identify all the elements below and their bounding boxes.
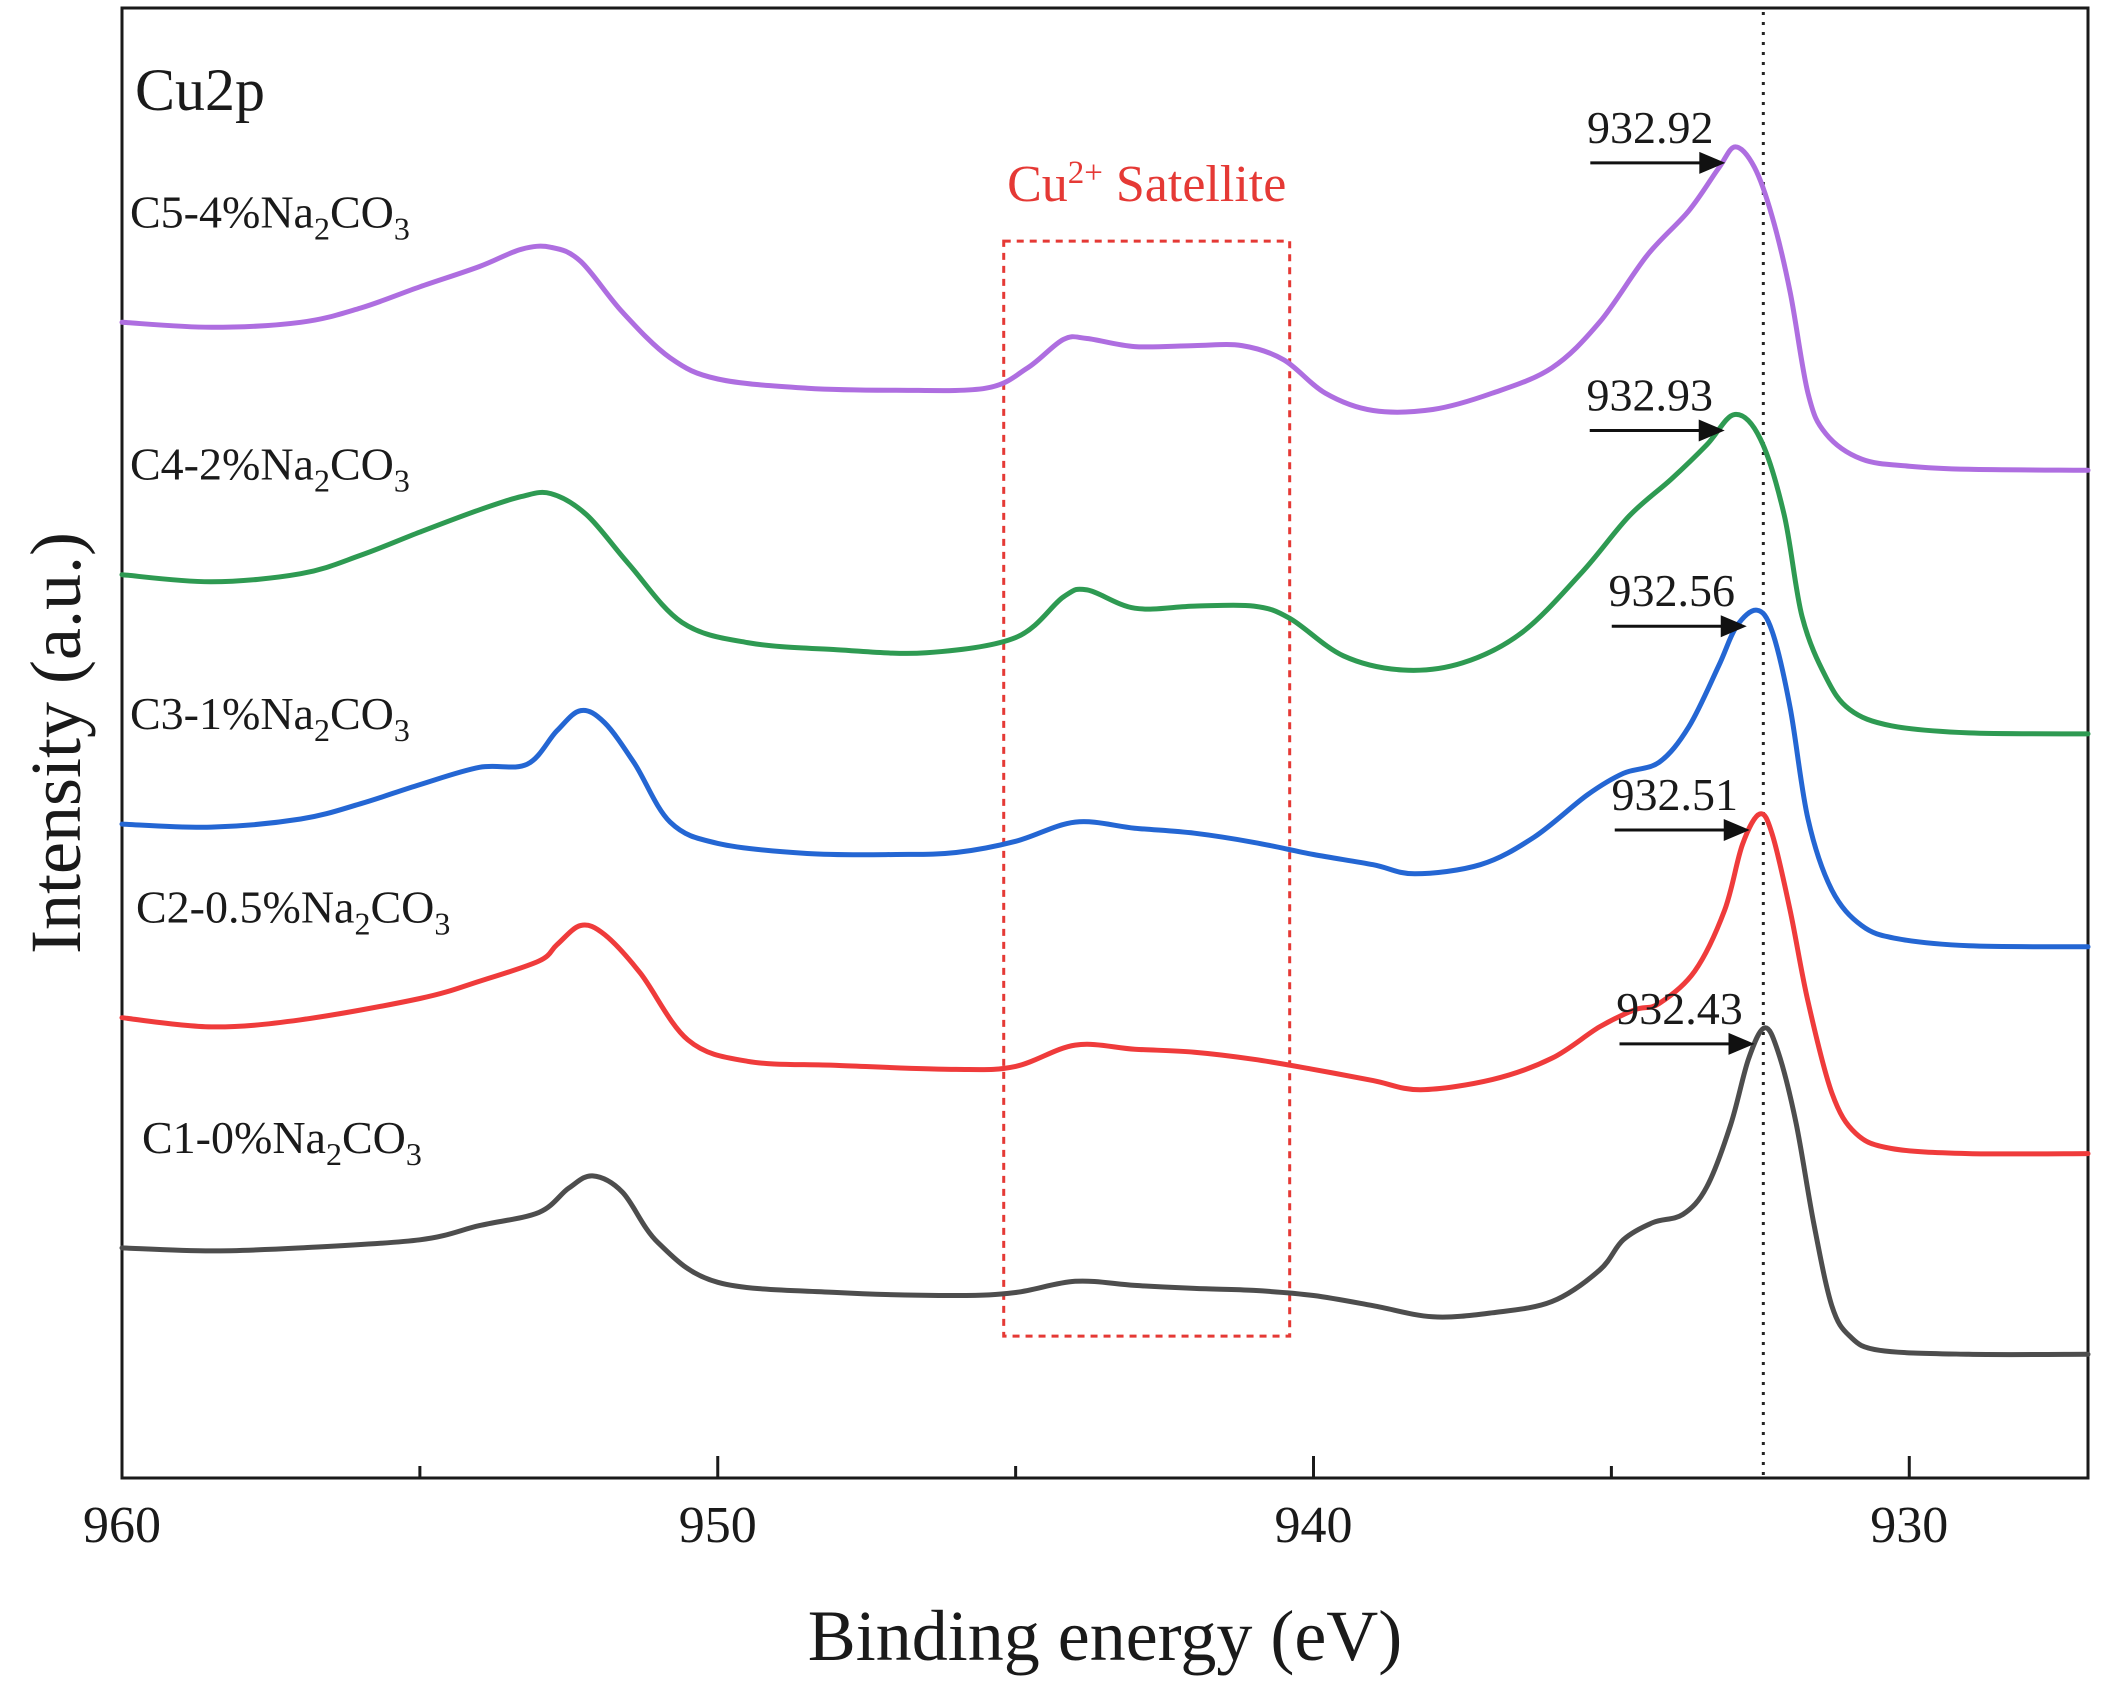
series-label-sub2: 3 bbox=[394, 463, 410, 499]
series-label-base: C5-4%Na bbox=[130, 186, 314, 237]
series-labels-layer: C1-0%Na2CO3C2-0.5%Na2CO3C3-1%Na2CO3C4-2%… bbox=[130, 186, 450, 1172]
peak-value-label-c5: 932.92 bbox=[1587, 102, 1714, 153]
series-line-c4 bbox=[119, 411, 2091, 737]
series-label-mid: CO bbox=[330, 688, 394, 739]
peak-value-label-c1: 932.43 bbox=[1616, 983, 1743, 1034]
x-tick-label: 960 bbox=[83, 1497, 161, 1554]
satellite-label: Cu2+ Satellite bbox=[1007, 155, 1286, 213]
series-label-mid: CO bbox=[342, 1112, 406, 1163]
chart-title: Cu2p bbox=[135, 57, 265, 123]
peak-value-label-c4: 932.93 bbox=[1586, 370, 1713, 421]
satellite-label-base: Cu bbox=[1007, 156, 1068, 213]
x-tick-label: 950 bbox=[679, 1497, 757, 1554]
series-label-sub1: 2 bbox=[354, 906, 370, 942]
series-label-sub1: 2 bbox=[314, 463, 330, 499]
series-label-base: C3-1%Na bbox=[130, 688, 314, 739]
series-label-base: C2-0.5%Na bbox=[136, 882, 354, 933]
peak-arrow-head bbox=[1720, 615, 1747, 638]
peak-value-label-c3: 932.56 bbox=[1609, 565, 1736, 616]
series-label-sub1: 2 bbox=[314, 210, 330, 246]
series-line-c3 bbox=[119, 607, 2091, 950]
series-label-base: C4-2%Na bbox=[130, 439, 314, 490]
series-label-c2: C2-0.5%Na2CO3 bbox=[136, 882, 450, 942]
peak-annotations-layer: 932.43 932.51 932.56 932.93 932.92 bbox=[1586, 102, 1755, 1055]
series-label-c3: C3-1%Na2CO3 bbox=[130, 688, 410, 748]
series-label-c5: C5-4%Na2CO3 bbox=[130, 186, 410, 246]
x-axis: 960 950 940 930 bbox=[83, 1456, 1948, 1554]
series-label-c4: C4-2%Na2CO3 bbox=[130, 439, 410, 499]
peak-arrow-head bbox=[1699, 151, 1726, 174]
series-label-base: C1-0%Na bbox=[142, 1112, 326, 1163]
peak-arrow-head bbox=[1723, 818, 1750, 841]
series-label-mid: CO bbox=[370, 882, 434, 933]
series-line-c5 bbox=[119, 144, 2091, 473]
plot-frame bbox=[120, 6, 2090, 1480]
peak-value-label-c2: 932.51 bbox=[1611, 769, 1738, 820]
series-label-sub2: 3 bbox=[394, 210, 410, 246]
series-layer bbox=[119, 144, 2091, 1358]
satellite-region-box bbox=[1002, 239, 1292, 1338]
series-label-sub2: 3 bbox=[434, 906, 450, 942]
x-tick-label: 930 bbox=[1870, 1497, 1948, 1554]
peak-arrow-head bbox=[1728, 1032, 1755, 1055]
x-tick-label: 940 bbox=[1275, 1497, 1353, 1554]
y-axis-title: Intensity (a.u.) bbox=[16, 532, 96, 954]
series-line-c1 bbox=[119, 1025, 2091, 1358]
series-line-c2 bbox=[119, 811, 2091, 1157]
series-label-c1: C1-0%Na2CO3 bbox=[142, 1112, 422, 1172]
series-label-mid: CO bbox=[330, 186, 394, 237]
series-label-mid: CO bbox=[330, 439, 394, 490]
series-label-sub2: 3 bbox=[394, 712, 410, 748]
peak-arrow-head bbox=[1698, 419, 1725, 442]
satellite-label-sup: 2+ bbox=[1068, 155, 1103, 191]
x-axis-title: Binding energy (eV) bbox=[808, 1596, 1403, 1676]
series-label-sub2: 3 bbox=[406, 1136, 422, 1172]
series-label-sub1: 2 bbox=[326, 1136, 342, 1172]
series-label-sub1: 2 bbox=[314, 712, 330, 748]
satellite-label-rest: Satellite bbox=[1103, 156, 1286, 213]
